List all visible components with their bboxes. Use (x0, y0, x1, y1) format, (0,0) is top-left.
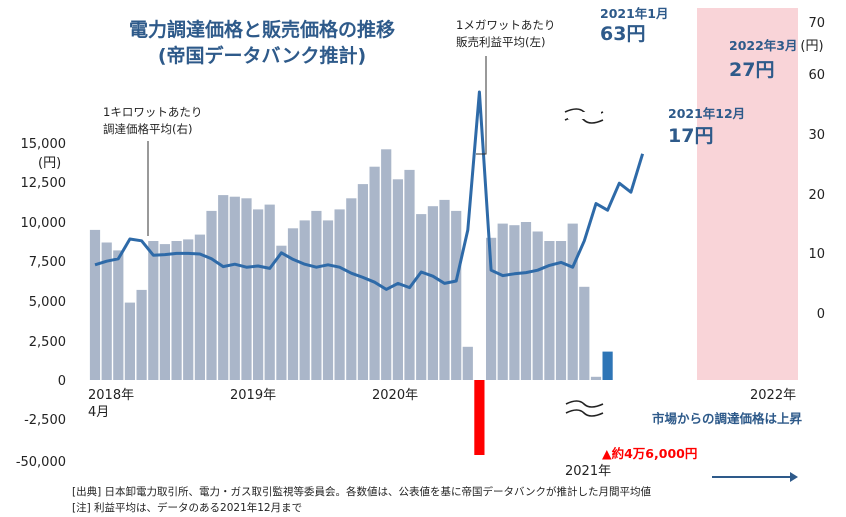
bar (101, 242, 112, 380)
bar (392, 179, 403, 380)
x-label-2021: 2021年 (565, 464, 611, 479)
right-tick-label: 30 (808, 128, 825, 143)
chart-title-line-1: 電力調達価格と販売価格の推移 (129, 18, 395, 41)
bar (218, 195, 229, 380)
bar-series-label-2: 販売利益平均(左) (456, 35, 545, 49)
negative-bar-label: ▲約4万6,000円 (602, 446, 697, 461)
bar (590, 376, 602, 380)
chart-title-line-2: (帝国データバンク推計) (158, 44, 366, 67)
bar (241, 198, 252, 380)
bar (369, 166, 380, 380)
bar (497, 223, 508, 380)
bar (346, 198, 357, 380)
line-series-label-2: 調達価格平均(右) (103, 122, 192, 136)
bar (451, 210, 462, 380)
callout-jan-2021-value: 63円 (600, 23, 645, 45)
arrow-right-icon (712, 472, 798, 482)
bar (520, 222, 532, 380)
bar (381, 149, 392, 380)
bar (567, 223, 578, 380)
bar (404, 169, 415, 380)
bar (579, 286, 590, 380)
bar (427, 206, 438, 380)
line-series (94, 90, 645, 291)
bar (509, 225, 520, 380)
right-tick-label: 70 (808, 16, 825, 31)
x-label-2022: 2022年 (750, 388, 796, 403)
bar (357, 184, 368, 380)
footnote-source: [出典] 日本卸電力取引所、電力・ガス取引監視等委員会。各数値は、公表値を基に帝… (72, 485, 652, 498)
right-tick-label: 0 (817, 307, 825, 322)
bar-series-label-1: 1メガワットあたり (456, 18, 555, 32)
right-tick-label: 20 (808, 188, 825, 203)
bar (334, 209, 345, 380)
bar (555, 241, 567, 380)
bar (299, 220, 310, 380)
left-tick-label: 12,500 (21, 176, 67, 191)
bar (486, 237, 497, 380)
left-tick-label: 7,500 (29, 255, 66, 270)
x-label-april: 4月 (88, 405, 109, 420)
bar (287, 228, 299, 380)
bar (183, 239, 194, 380)
line-series-label-1: 1キロワットあたり (103, 105, 202, 119)
bar (206, 210, 217, 380)
bar (253, 209, 264, 380)
left-tick-label: -2,500 (24, 413, 66, 428)
x-label-2020: 2020年 (372, 388, 418, 403)
bar (532, 231, 543, 380)
bar (229, 196, 240, 380)
bar (148, 241, 159, 380)
left-tick-label: -50,000 (16, 455, 66, 470)
left-tick-label: 15,000 (21, 137, 67, 152)
bar-label-leader (476, 56, 487, 155)
x-label-2019: 2019年 (230, 388, 276, 403)
bar (113, 250, 124, 380)
callout-dec-2021-date: 2021年12月 (668, 106, 745, 121)
bar-series (89, 149, 613, 455)
bar (439, 199, 450, 380)
left-tick-label: 0 (58, 374, 66, 389)
bar (474, 380, 485, 455)
left-tick-label: 2,500 (29, 335, 66, 350)
bar (159, 244, 170, 380)
bar (544, 241, 555, 380)
axis-break-mark-lower (565, 400, 604, 417)
bar (276, 245, 287, 380)
callout-dec-2021-value: 17円 (668, 125, 713, 147)
bar (171, 241, 182, 380)
callout-jan-2021-date: 2021年1月 (600, 6, 669, 21)
right-axis-unit: (円) (800, 39, 823, 54)
bar (311, 210, 322, 380)
line-path (94, 90, 645, 291)
bar (194, 234, 205, 380)
axis-break-gap-upper (568, 112, 601, 119)
right-tick-label: 10 (808, 247, 825, 262)
bar (416, 214, 427, 380)
bar (264, 204, 275, 380)
bar (602, 351, 613, 380)
bar (136, 289, 147, 380)
bar (322, 220, 334, 380)
callout-mar-2022-value: 27円 (729, 59, 774, 81)
left-axis-unit: (円) (38, 156, 61, 171)
left-tick-label: 10,000 (21, 216, 67, 231)
callout-mar-2022-date: 2022年3月 (729, 38, 798, 53)
bar (89, 229, 101, 380)
left-tick-label: 5,000 (29, 295, 66, 310)
shaded-region (697, 8, 798, 380)
right-tick-label: 60 (808, 68, 825, 83)
bar (124, 302, 135, 380)
x-label-2018: 2018年 (88, 388, 134, 403)
footnote-note: [注] 利益平均は、データのある2021年12月まで (72, 501, 302, 514)
market-note: 市場からの調達価格は上昇 (652, 411, 803, 426)
bar (462, 346, 473, 380)
